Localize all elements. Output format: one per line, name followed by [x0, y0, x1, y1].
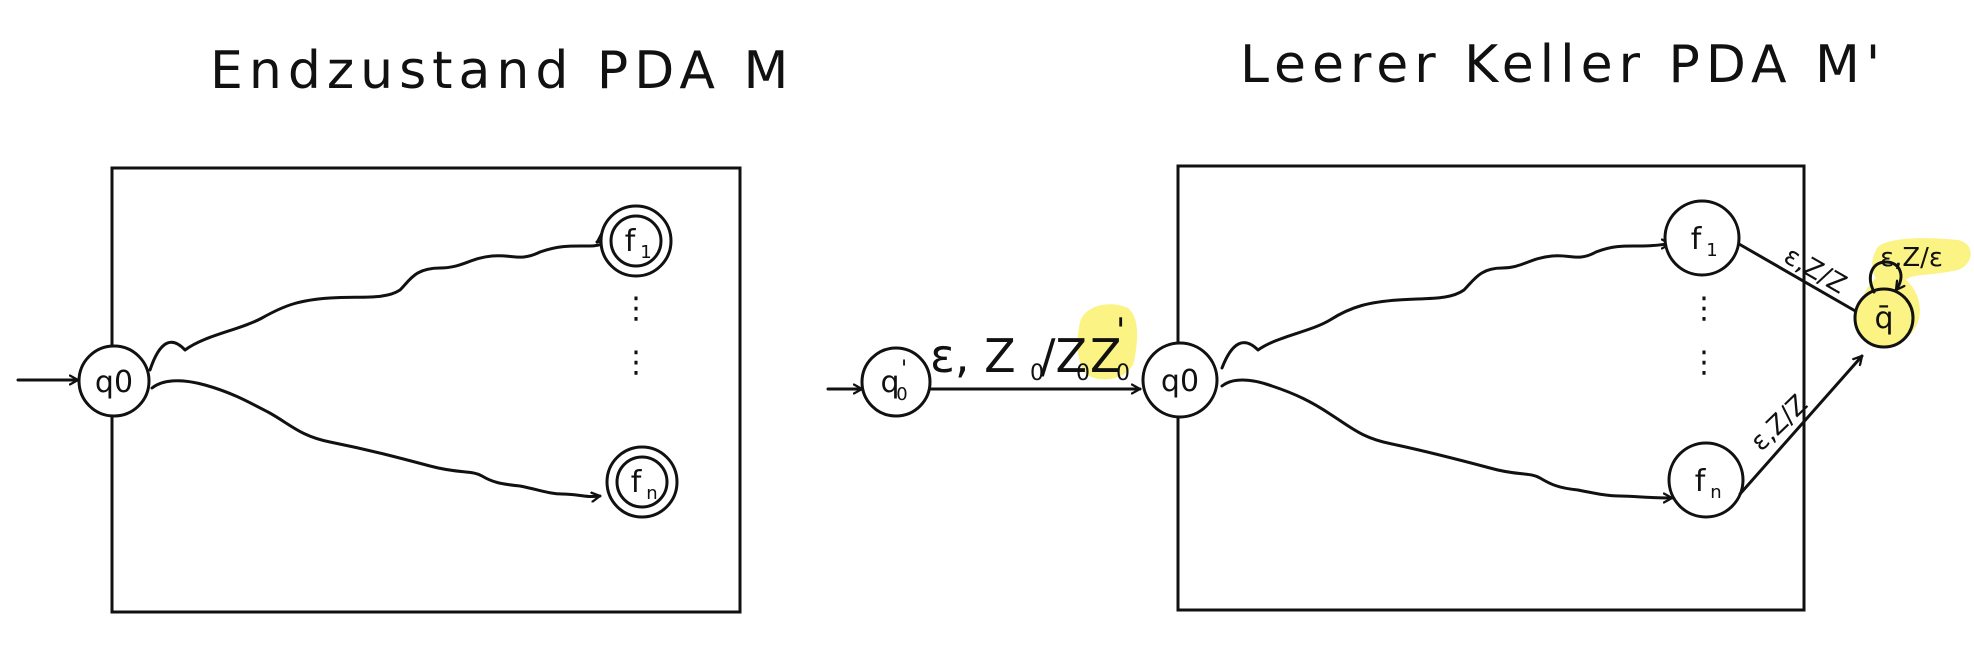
svg-text:0: 0: [1116, 361, 1130, 386]
transition-fn-to-qbar: [1738, 354, 1864, 496]
svg-text:Z: Z: [1090, 329, 1122, 383]
loop-label: ε,Z/ε: [1880, 243, 1943, 273]
right-state-f1: f 1: [1663, 199, 1741, 277]
svg-text:': ': [901, 357, 907, 382]
sink-state-qbar: [1853, 287, 1915, 349]
svg-text:⋮: ⋮: [621, 345, 651, 380]
svg-text:n: n: [1710, 482, 1721, 503]
right-title: Leerer Keller PDA M': [1240, 35, 1886, 95]
svg-text:q: q: [880, 365, 899, 400]
left-diagram: Endzustand PDA M q0 f 1 f n ⋮ ⋮: [16, 41, 794, 614]
right-state-fn: f n: [1667, 441, 1745, 519]
left-title: Endzustand PDA M: [210, 41, 794, 101]
left-ellipsis-dots: ⋮ ⋮: [621, 291, 651, 380]
svg-text:/Z: /Z: [1040, 329, 1087, 383]
left-f1-sub: 1: [640, 242, 651, 263]
svg-text:ε, Z: ε, Z: [930, 329, 1016, 383]
svg-text:⋮: ⋮: [1689, 291, 1719, 326]
right-start-state-label: q0: [1161, 364, 1199, 399]
svg-text:⋮: ⋮: [621, 291, 651, 326]
svg-text:f: f: [1691, 222, 1703, 257]
svg-text:1: 1: [1706, 240, 1717, 261]
highlight-z0prime: [1077, 304, 1138, 380]
left-start-state: [77, 344, 151, 418]
svg-text:0: 0: [896, 384, 907, 405]
right-path-to-f1: [1220, 244, 1672, 370]
start-transition-label: ε, Z 0 /Z 0 Z 0 ': [930, 311, 1130, 386]
right-diagram: Leerer Keller PDA M' ε, Z 0 /Z 0 Z 0 ' q…: [826, 35, 1971, 612]
sink-state-label: q̄: [1874, 301, 1893, 336]
left-accept-state-f1: f 1: [599, 204, 673, 278]
svg-text:0: 0: [1076, 361, 1090, 386]
left-path-to-fn: [150, 379, 602, 497]
left-f1-base: f: [625, 224, 637, 259]
sink-self-loop: [1869, 260, 1901, 294]
transition-f1-to-qbar: [1737, 242, 1866, 318]
right-start-state: [1141, 341, 1219, 419]
svg-text:⋮: ⋮: [1689, 345, 1719, 380]
right-ellipsis-dots: ⋮ ⋮: [1689, 291, 1719, 380]
right-new-start-state: q 0 ': [860, 346, 932, 418]
svg-text:0: 0: [1030, 361, 1044, 386]
left-fn-base: f: [631, 465, 643, 500]
svg-text:f: f: [1695, 464, 1707, 499]
svg-text:': ': [1116, 311, 1125, 351]
edge-label-f1-qbar: ε,Z/Z: [1779, 241, 1852, 300]
left-accept-state-fn: f n: [605, 445, 679, 519]
left-start-state-label: q0: [95, 365, 133, 400]
left-fn-sub: n: [646, 483, 657, 504]
right-path-to-fn: [1220, 378, 1674, 498]
left-path-to-f1: [148, 240, 636, 372]
